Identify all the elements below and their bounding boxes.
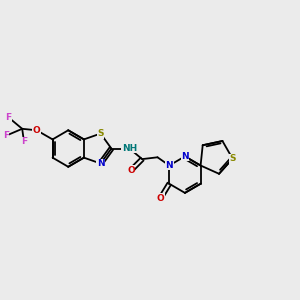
Text: NH: NH [122,144,137,153]
Text: F: F [3,131,9,140]
Text: S: S [97,129,104,138]
Text: N: N [181,152,189,161]
Text: O: O [127,166,135,175]
Text: N: N [97,159,104,168]
Text: F: F [6,113,12,122]
Text: O: O [33,126,41,135]
Text: F: F [21,137,27,146]
Text: S: S [229,154,236,163]
Text: N: N [166,161,173,170]
Text: O: O [157,194,164,202]
